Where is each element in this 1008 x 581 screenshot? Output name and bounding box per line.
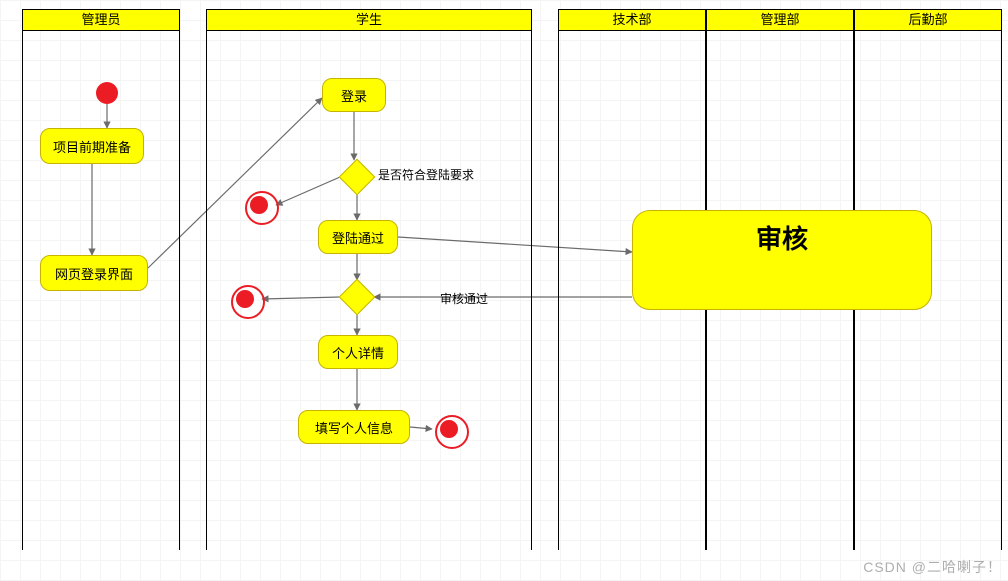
decision-d1: [340, 160, 374, 194]
lane-header-l1: 管理员: [22, 9, 180, 31]
node-n_fill: 填写个人信息: [298, 410, 410, 444]
decision-label-d1: 是否符合登陆要求: [378, 166, 474, 183]
terminal-t_e3: [440, 420, 458, 438]
lane-header-l5: 后勤部: [854, 9, 1002, 31]
node-n_detail: 个人详情: [318, 335, 398, 369]
node-n_login: 登录: [322, 78, 386, 112]
node-n_webui: 网页登录界面: [40, 255, 148, 291]
node-n_pass: 登陆通过: [318, 220, 398, 254]
decision-d2: [340, 280, 374, 314]
terminal-t_e2: [236, 290, 254, 308]
node-n_audit: 审核: [632, 210, 932, 310]
lane-header-l3: 技术部: [558, 9, 706, 31]
lane-header-l4: 管理部: [706, 9, 854, 31]
terminal-t_start: [96, 82, 118, 104]
watermark: CSDN @二哈喇子！: [863, 557, 1002, 577]
lane-header-l2: 学生: [206, 9, 532, 31]
decision-label-d2: 审核通过: [440, 290, 488, 307]
terminal-t_e1: [250, 196, 268, 214]
node-n_prep: 项目前期准备: [40, 128, 144, 164]
